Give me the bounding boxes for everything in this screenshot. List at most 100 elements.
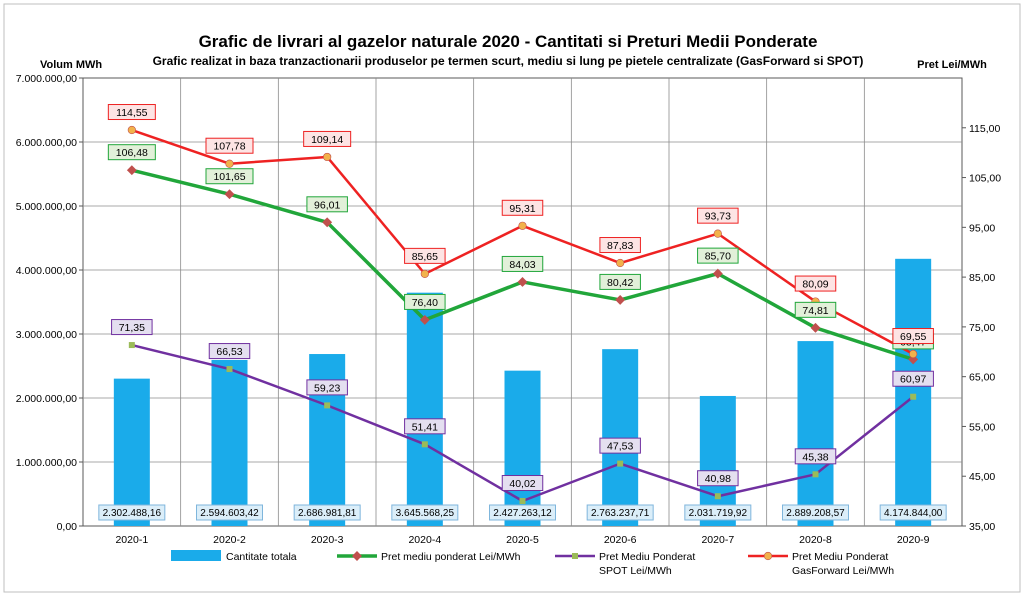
line-data-label-box xyxy=(794,301,837,318)
line-point xyxy=(128,342,135,349)
left-axis-tick-label: 6.000.000,00 xyxy=(16,137,77,149)
line-point xyxy=(517,276,528,287)
line-data-label-box xyxy=(404,293,446,310)
line-point xyxy=(812,471,819,478)
bar-data-label: 4.174.844,00 xyxy=(884,508,943,519)
legend-layer: Cantitate totala Pret mediu ponderat Lei/… xyxy=(171,550,894,577)
line-point xyxy=(518,221,527,230)
line-data-label-box xyxy=(892,370,934,387)
bar-data-label: 2.889.208,57 xyxy=(786,508,845,519)
legend-label-bar: Cantitate totala xyxy=(226,551,297,563)
line-point xyxy=(712,268,723,279)
line-data-label: 40,02 xyxy=(509,478,535,490)
line-data-label: 60,97 xyxy=(900,374,926,386)
line-data-label: 85,65 xyxy=(412,251,438,263)
x-axis-tick-label: 2020-8 xyxy=(799,534,832,546)
bar xyxy=(211,359,248,526)
line-data-label: 109,14 xyxy=(311,134,343,146)
line-data-label: 106,48 xyxy=(116,147,148,159)
chart-title: Grafic de livrari al gazelor naturale 20… xyxy=(199,32,818,51)
line-point xyxy=(713,229,722,238)
line-point xyxy=(419,314,430,325)
line-data-label: 95,31 xyxy=(509,203,535,215)
line-data-label: 59,23 xyxy=(314,382,340,394)
line-data-label-box xyxy=(892,328,934,345)
bar-layer xyxy=(113,258,932,526)
left-axis-tick-label: 1.000.000,00 xyxy=(16,457,77,469)
line-data-label: 93,73 xyxy=(705,211,731,223)
line-point xyxy=(421,441,428,448)
bar-data-label-box xyxy=(879,504,947,521)
line-data-label: 76,40 xyxy=(412,297,438,309)
bar-data-label: 3.645.568,25 xyxy=(396,508,455,519)
right-axis-tick-label: 45,00 xyxy=(969,471,995,483)
line-data-label-box xyxy=(501,255,544,272)
left-axis-tick-label: 0,00 xyxy=(57,521,78,533)
line-point xyxy=(225,159,234,168)
right-axis-tick-label: 95,00 xyxy=(969,222,995,234)
line-point xyxy=(226,366,233,373)
bar-data-label: 2.302.488,16 xyxy=(103,508,162,519)
line-point xyxy=(127,125,136,135)
line-layer xyxy=(126,125,919,505)
right-axis-tick-label: 85,00 xyxy=(969,272,995,284)
right-axis-label: Pret Lei/MWh xyxy=(917,59,987,71)
line-data-label-box xyxy=(599,437,641,454)
line-data-label: 69,55 xyxy=(900,331,926,343)
line-data-label-box xyxy=(599,237,641,254)
bar xyxy=(406,292,443,526)
legend-label-line: SPOT Lei/MWh xyxy=(599,565,672,577)
line-data-label-box xyxy=(306,379,348,396)
bar-data-label: 2.763.237,71 xyxy=(591,508,650,519)
bar-data-label-box xyxy=(196,504,263,521)
line-data-label: 51,41 xyxy=(412,421,438,433)
chart-subtitle: Grafic realizat in baza tranzactionarii … xyxy=(153,54,864,68)
bar-data-label: 2.427.263,12 xyxy=(493,508,552,519)
bar xyxy=(699,395,736,526)
right-axis-tick-label: 105,00 xyxy=(969,173,1001,185)
bar xyxy=(602,349,639,526)
line-point xyxy=(616,258,625,268)
line-point xyxy=(323,152,332,162)
line-data-label: 74,81 xyxy=(802,305,828,317)
bar xyxy=(895,258,932,526)
line-point xyxy=(126,165,137,176)
line-point xyxy=(420,269,429,278)
legend-label-line: GasForward Lei/MWh xyxy=(792,565,894,577)
right-axis-tick-label: 65,00 xyxy=(969,372,995,384)
line-point xyxy=(617,460,624,467)
line-point xyxy=(615,294,626,305)
left-axis-tick-label: 4.000.000,00 xyxy=(16,265,77,277)
line-data-label-box xyxy=(306,196,348,213)
line-data-label: 87,83 xyxy=(607,240,633,252)
bar-data-label-box xyxy=(586,504,654,521)
line-point xyxy=(322,217,333,228)
line-data-label: 107,78 xyxy=(213,141,245,153)
x-axis-tick-label: 2020-1 xyxy=(115,534,148,546)
line-data-label-box xyxy=(794,448,837,465)
bar-data-label-box xyxy=(293,504,361,521)
line-point xyxy=(910,393,917,400)
bar-data-label-box xyxy=(391,504,459,521)
left-axis-tick-label: 2.000.000,00 xyxy=(16,393,77,405)
bar-data-label: 2.594.603,42 xyxy=(200,508,259,519)
x-axis-tick-label: 2020-5 xyxy=(506,534,539,546)
line-point xyxy=(714,493,721,500)
line-data-label-box xyxy=(599,273,641,290)
legend-marker xyxy=(572,553,578,559)
bar-data-label-box xyxy=(98,504,166,521)
legend-label-line: Pret Mediu Ponderat xyxy=(792,551,888,563)
line-data-label-box xyxy=(697,207,739,224)
line-point xyxy=(519,498,526,505)
right-axis-tick-label: 35,00 xyxy=(969,521,995,533)
x-axis-tick-label: 2020-9 xyxy=(897,534,930,546)
line-data-label: 71,35 xyxy=(119,322,145,334)
right-axis-tick-label: 115,00 xyxy=(969,123,1000,135)
line-data-label: 114,55 xyxy=(116,107,147,119)
line-data-label-box xyxy=(208,343,251,360)
right-axis-tick-label: 75,00 xyxy=(969,322,995,334)
bar-data-label-box xyxy=(684,504,752,521)
line-data-label-box xyxy=(404,247,446,264)
